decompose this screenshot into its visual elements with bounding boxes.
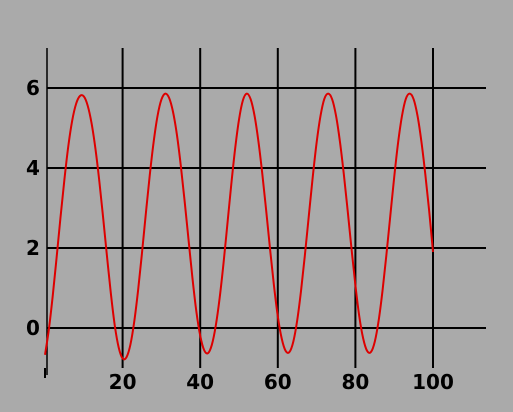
x-tick-label: 20 [109, 370, 137, 394]
horizontal-gridlines [47, 87, 486, 329]
vertical-gridlines [121, 48, 434, 368]
series-line [44, 92, 434, 361]
y-tick-label: 2 [26, 236, 40, 260]
x-tick-label: 80 [341, 370, 369, 394]
y-tick-labels: 0 2 4 6 [26, 76, 40, 340]
x-tick-labels: 20 40 60 80 100 [109, 370, 454, 394]
y-tick-label: 6 [26, 76, 40, 100]
x-tick-label: 100 [412, 370, 454, 394]
x-tick-label: 40 [186, 370, 214, 394]
y-tick-label: 0 [26, 316, 40, 340]
x-tick-label: 60 [264, 370, 292, 394]
y-tick-label: 4 [26, 156, 40, 180]
